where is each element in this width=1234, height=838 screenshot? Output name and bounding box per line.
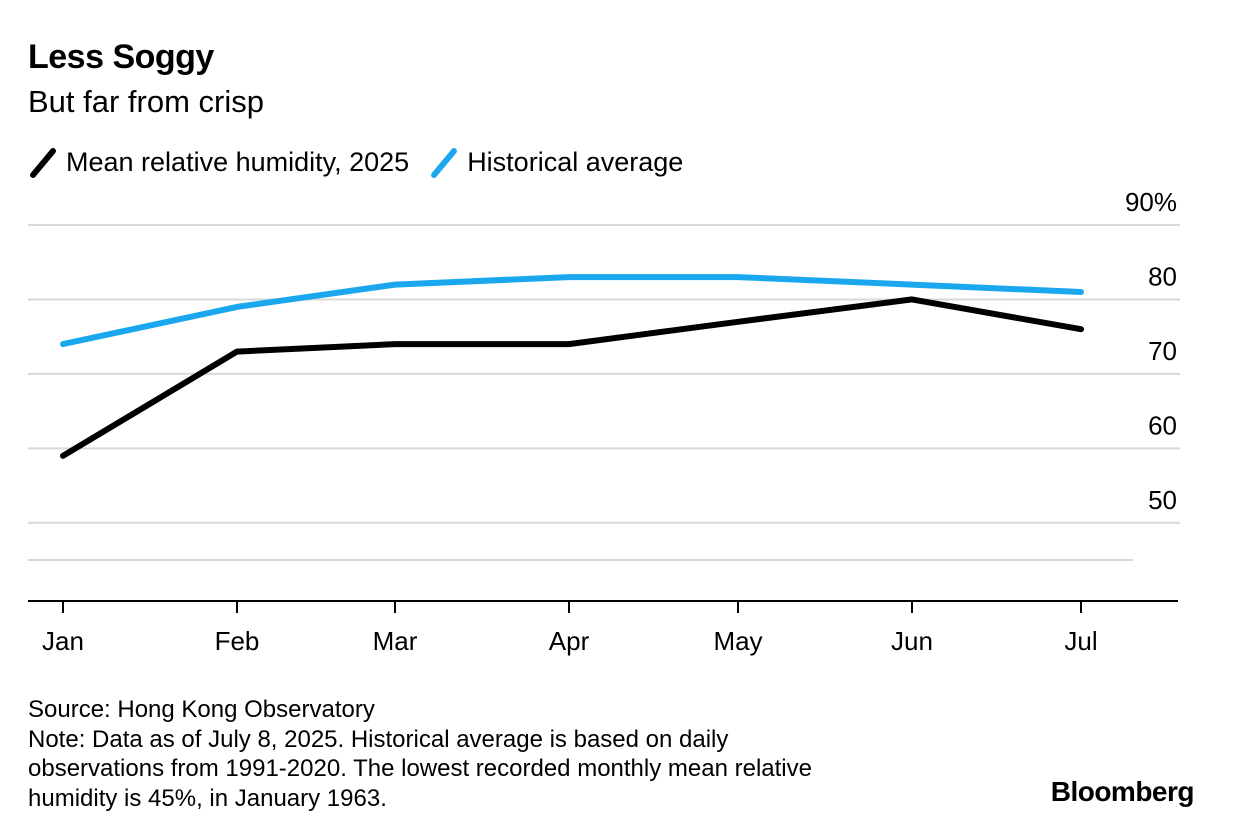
series-line-historical-average bbox=[60, 274, 1084, 348]
x-tick-label: Jul bbox=[1064, 626, 1097, 656]
source-note: Source: Hong Kong Observatory bbox=[28, 696, 375, 723]
chart-title: Less Soggy bbox=[28, 38, 214, 76]
y-tick-label: 50 bbox=[1148, 485, 1177, 515]
note-line-3: humidity is 45%, in January 1963. bbox=[28, 784, 387, 812]
note-line-2: observations from 1991-2020. The lowest … bbox=[28, 755, 812, 782]
y-tick-label: 80 bbox=[1148, 261, 1177, 291]
chart-subtitle: But far from crisp bbox=[28, 84, 264, 119]
humidity-line-chart: 90% 80 70 60 50 Jan Feb Mar Apr May Jun Jul bbox=[28, 187, 1180, 656]
legend-item-historical: Historical average bbox=[429, 144, 683, 180]
series-line-2025 bbox=[60, 296, 1084, 459]
bloomberg-logo: Bloomberg bbox=[1050, 776, 1195, 807]
note-line-1: Note: Data as of July 8, 2025. Historica… bbox=[28, 725, 729, 753]
footer: Source: Hong Kong Observatory Note: Data… bbox=[28, 695, 948, 813]
y-tick-label: 60 bbox=[1148, 410, 1177, 440]
x-tick-label: Jan bbox=[42, 626, 84, 656]
legend-label-2025: Mean relative humidity, 2025 bbox=[66, 146, 410, 177]
legend: Mean relative humidity, 2025 Historical … bbox=[28, 144, 703, 180]
x-tick-label: Apr bbox=[549, 626, 590, 656]
legend-item-2025: Mean relative humidity, 2025 bbox=[28, 144, 409, 180]
legend-swatch-historical bbox=[431, 148, 458, 178]
x-tick-label: May bbox=[713, 626, 762, 656]
y-tick-label: 70 bbox=[1148, 336, 1177, 366]
y-tick-label: 90% bbox=[1125, 187, 1177, 217]
x-tick-label: Feb bbox=[215, 626, 260, 656]
x-tick-label: Jun bbox=[891, 626, 933, 656]
legend-label-historical: Historical average bbox=[467, 146, 684, 177]
legend-swatch-2025 bbox=[30, 148, 56, 178]
x-tick-label: Mar bbox=[373, 626, 418, 656]
